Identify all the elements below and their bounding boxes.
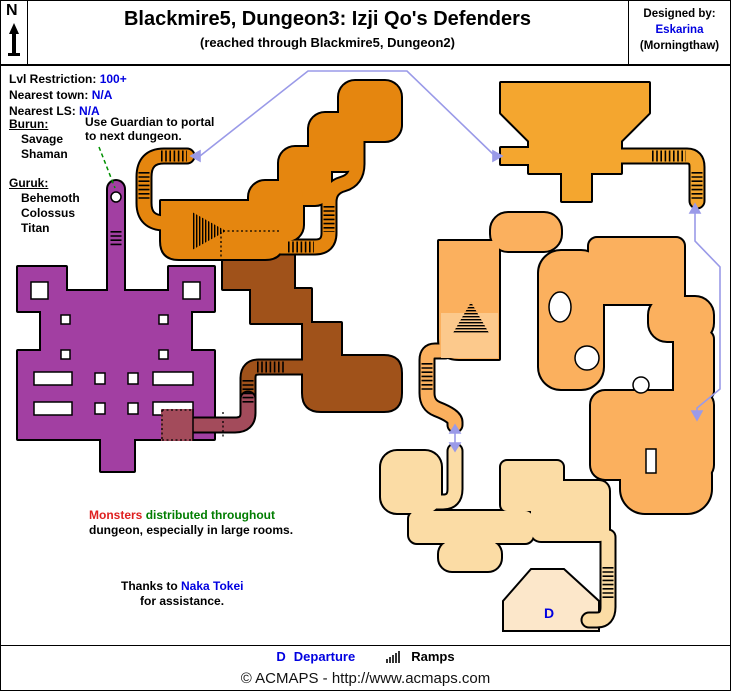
- portal-arrow-icon: [492, 149, 504, 163]
- lvl-restriction-row: Lvl Restriction: 100+: [9, 72, 127, 86]
- portal-arrow-icon: [688, 202, 702, 214]
- bestiary-member: Shaman: [21, 147, 68, 161]
- nearest-town-value: N/A: [91, 88, 113, 102]
- map-orange-upper-level: [144, 79, 403, 261]
- portal-arrow-icon: [448, 442, 462, 453]
- purple-hall-pillars: [30, 281, 201, 416]
- map-brown-mid-level: [221, 249, 403, 413]
- map-purple-level: [16, 189, 216, 473]
- thanks-note-line1: Thanks to Naka Tokei: [121, 579, 244, 593]
- portal-note-line2: to next dungeon.: [85, 129, 182, 143]
- cream-rooms: [381, 451, 609, 571]
- portal-arrow-icon: [189, 149, 201, 163]
- bestiary-member: Savage: [21, 132, 64, 146]
- monsters-word: Monsters: [89, 508, 143, 522]
- header: N Blackmire5, Dungeon3: Izji Qo's Defend…: [1, 1, 730, 66]
- designed-by-label: Designed by:: [643, 8, 716, 20]
- designer-name: Eskarina: [655, 24, 704, 36]
- nearest-town-row: Nearest town: N/A: [9, 88, 112, 102]
- thanks-name: Naka Tokei: [181, 579, 244, 593]
- departure-marker-label: D: [543, 605, 555, 621]
- portal-link-line: [199, 70, 496, 157]
- nearest-town-label: Nearest town:: [9, 88, 89, 102]
- footer: © ACMAPS - http://www.acmaps.com: [1, 667, 730, 690]
- legend-bar: D Departure Ramps: [1, 645, 730, 668]
- monsters-note-rest: distributed throughout: [145, 508, 275, 522]
- legend-departure-symbol: D: [276, 649, 286, 664]
- map-maroon-overlap: [161, 399, 248, 441]
- light-orange-holes: [548, 291, 657, 474]
- north-indicator: N: [1, 1, 28, 64]
- bestiary-member: Colossus: [21, 206, 76, 220]
- copyright-text: © ACMAPS - http://www.acmaps.com: [240, 670, 491, 687]
- portal-arrow-icon: [690, 410, 704, 422]
- funnel-hall: [501, 83, 649, 201]
- thanks-prefix: Thanks to: [121, 579, 178, 593]
- portal-links: [189, 70, 721, 453]
- monsters-note-line1: Monsters distributed throughout: [89, 508, 275, 522]
- nearest-ls-value: N/A: [79, 104, 100, 118]
- north-label: N: [6, 2, 18, 19]
- bestiary-member: Behemoth: [21, 191, 80, 205]
- lvl-restriction-value: 100+: [99, 72, 127, 86]
- level-boundary-dotted-lines: [161, 230, 279, 441]
- ramp-hatches: [110, 150, 703, 599]
- legend-ramp-icon: [386, 650, 401, 663]
- nearest-ls-row: Nearest LS: N/A: [9, 104, 100, 118]
- monsters-note-line2: dungeon, especially in large rooms.: [89, 523, 294, 537]
- designer-world: (Morningthaw): [639, 40, 720, 52]
- portal-arrow-icon: [448, 423, 462, 434]
- nearest-ls-label: Nearest LS:: [9, 104, 76, 118]
- map-cream-level: [379, 451, 609, 632]
- north-arrow-icon: [8, 23, 20, 56]
- departure-room: [502, 568, 600, 632]
- large-ramp-triangle-icon: [192, 212, 226, 250]
- lvl-restriction-label: Lvl Restriction:: [9, 72, 97, 86]
- portal-note-line1: Use Guardian to portal: [85, 115, 215, 129]
- large-ramp-pyramid-icon: [453, 302, 489, 333]
- guardian-portal-marker-icon: [110, 191, 122, 203]
- map-light-orange-level: [427, 211, 715, 515]
- maroon-room: [161, 409, 193, 441]
- page-title: Blackmire5, Dungeon3: Izji Qo's Defender…: [123, 8, 532, 30]
- bestiary-group-header: Burun:: [9, 117, 49, 131]
- designer-credit: Designed by: Eskarina (Morningthaw): [628, 1, 730, 64]
- map-funnel-room: [499, 81, 697, 201]
- legend-departure-label: Departure: [293, 649, 356, 664]
- portal-link-line: [694, 212, 721, 412]
- thanks-note-line2: for assistance.: [140, 594, 225, 608]
- bestiary-group-header: Guruk:: [9, 176, 49, 190]
- legend-ramps-label: Ramps: [411, 649, 455, 664]
- portal-note-pointer-line: [98, 146, 116, 189]
- bestiary-member: Titan: [21, 221, 50, 235]
- page-subtitle: (reached through Blackmire5, Dungeon2): [200, 35, 455, 50]
